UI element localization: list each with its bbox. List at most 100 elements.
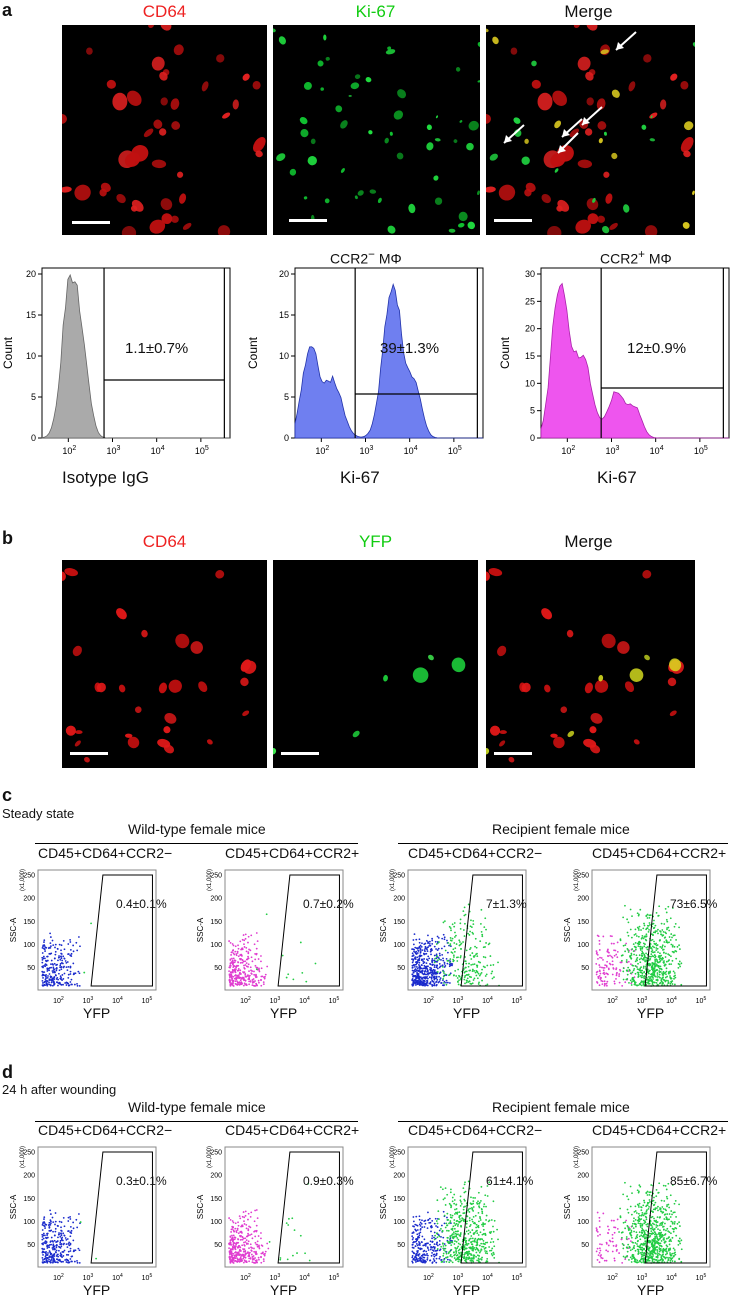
y-tick-label: 150 [210, 1196, 222, 1203]
cell-mark [596, 98, 606, 110]
cell-mark [684, 121, 694, 131]
cell-mark [252, 80, 261, 90]
cell-mark [397, 89, 407, 99]
micrograph-a-cd64 [62, 25, 267, 235]
y-axis-label: SSC-A [379, 1194, 388, 1219]
cell-mark [289, 168, 297, 176]
cell-mark [554, 168, 559, 173]
cell-mark [552, 90, 567, 106]
cell-mark [151, 159, 167, 169]
flow-plot: CD45+CD64+CCR2− SSC-A (x1,000) 50 100 150 200 2… [8, 845, 184, 1021]
y-tick-label: 20 [26, 269, 36, 279]
cell-mark [320, 87, 324, 91]
cell-mark [458, 222, 465, 228]
cell-mark [628, 81, 636, 92]
cell-mark [357, 190, 364, 196]
cell-mark [524, 138, 529, 144]
cell-mark [643, 54, 652, 63]
y-tick-label: 200 [577, 896, 589, 903]
cell-mark [600, 49, 609, 55]
histogram-xlabel: Ki-67 [597, 468, 637, 487]
cell-mark [617, 641, 630, 654]
cell-mark [531, 60, 537, 67]
cell-mark [74, 740, 81, 747]
y-axis-label: Count [498, 336, 512, 369]
flow-plot: CD45+CD64+CCR2+ SSC-A (x1,000) 50 100 150 200 2… [195, 1122, 371, 1298]
cell-mark [412, 667, 429, 683]
cell-mark [161, 213, 173, 224]
cell-mark [499, 740, 506, 747]
x-tick-label: 102 [53, 996, 64, 1005]
x-tick-label: 103 [606, 445, 620, 456]
cell-mark [590, 712, 603, 724]
x-axis-label: YFP [453, 1005, 481, 1021]
y-tick-label: 50 [214, 965, 222, 972]
x-tick-label: 104 [299, 1273, 310, 1282]
y-tick-label: 200 [393, 896, 405, 903]
cell-mark [497, 645, 507, 657]
micrograph-b-cd64 [62, 560, 267, 768]
histogram-series [41, 273, 230, 439]
x-tick-label: 104 [482, 996, 493, 1005]
cell-mark [623, 204, 630, 213]
y-tick-label: 200 [577, 1173, 589, 1180]
cell-mark [217, 225, 231, 235]
flow-plot-title: CD45+CD64+CCR2− [408, 845, 543, 861]
panel-b-label: b [2, 528, 13, 548]
y-tick-label: 150 [210, 919, 222, 926]
micrograph-a-merge [486, 25, 695, 235]
cell-mark [149, 219, 166, 234]
x-tick-label: 105 [694, 445, 708, 456]
histogram-ccr2-neg: Count 0 5 10 15 20 102 103 104 105 CCR2− MΦ 39±1.… [245, 248, 495, 498]
cell-mark [477, 80, 480, 83]
y-axis-label: SSC-A [196, 917, 205, 942]
x-tick-label: 103 [453, 996, 464, 1005]
cell-mark [143, 128, 154, 138]
cell-mark [352, 730, 360, 738]
flow-plot-title: CD45+CD64+CCR2+ [592, 845, 727, 861]
x-tick-label: 103 [360, 445, 374, 456]
cell-mark [72, 645, 82, 657]
cell-mark [340, 120, 348, 129]
y-axis-label: SSC-A [563, 1194, 572, 1219]
cell-mark [550, 733, 558, 738]
cell-mark [453, 139, 458, 143]
scale-bar [289, 219, 327, 222]
cell-mark [65, 725, 76, 736]
cell-mark [62, 113, 67, 124]
x-tick-label: 103 [637, 996, 648, 1005]
cell-mark [168, 679, 182, 693]
cell-mark [541, 193, 551, 204]
x-tick-label: 105 [696, 1273, 707, 1282]
panel-b-title-merge: Merge [564, 532, 613, 551]
cell-mark [182, 222, 192, 230]
cell-mark [486, 28, 489, 33]
y-axis-label: SSC-A [9, 1194, 18, 1219]
cell-mark [396, 152, 404, 160]
flow-plot-title: CD45+CD64+CCR2− [408, 1122, 543, 1138]
cell-mark [486, 747, 490, 755]
cell-mark [486, 186, 496, 193]
histogram-isotype: Count 0 5 10 15 20 102 103 104 105 1.1±0.7% Isoty… [0, 248, 240, 498]
cell-mark [242, 710, 250, 717]
cell-mark [566, 629, 574, 638]
cell-mark [498, 184, 516, 201]
cell-mark [131, 199, 144, 212]
group-recipient-label: Recipient female mice [492, 1099, 630, 1115]
y-tick-label: 250 [23, 1150, 35, 1157]
y-tick-label: 250 [393, 873, 405, 880]
gate-outline [644, 1151, 707, 1264]
y-tick-label: 15 [26, 310, 36, 320]
cell-mark [215, 570, 225, 579]
cell-mark [589, 726, 597, 734]
cell-mark [434, 138, 441, 142]
cell-mark [609, 222, 618, 230]
cell-mark [611, 152, 618, 160]
histogram-xlabel: Ki-67 [340, 468, 380, 487]
cell-mark [368, 130, 373, 135]
cell-mark [489, 153, 498, 161]
cell-mark [598, 674, 604, 682]
histogram-xlabel: Isotype IgG [62, 468, 149, 487]
arrow-icon [503, 124, 525, 144]
gate-percentage: 0.9±0.3% [303, 1174, 354, 1188]
